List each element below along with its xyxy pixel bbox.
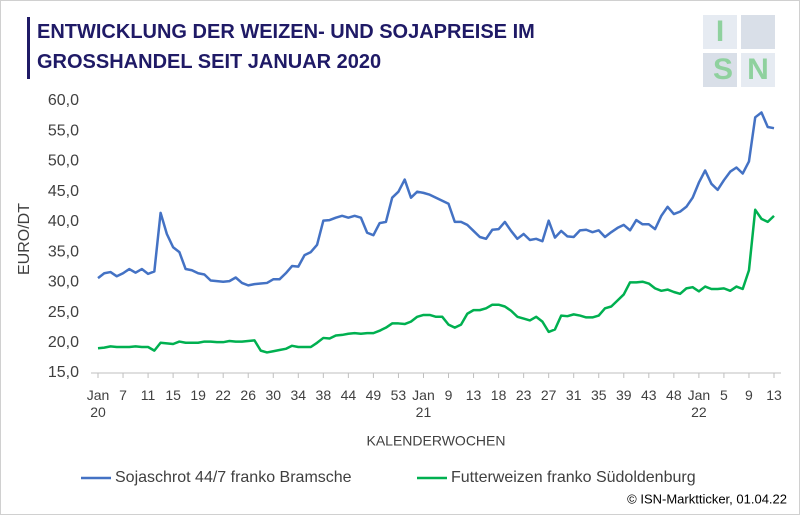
x-tick-label: 22: [215, 387, 231, 403]
x-tick-label: 5: [720, 387, 728, 403]
y-tick-label: 35,0: [48, 243, 79, 260]
x-tick-label: 26: [240, 387, 256, 403]
x-tick-label: 44: [340, 387, 357, 403]
logo-letter: N: [747, 53, 769, 86]
y-tick-label: 60,0: [48, 92, 79, 109]
x-tick-label: Jan 22: [687, 387, 711, 420]
y-tick-label: 15,0: [48, 364, 79, 381]
logo-box: [703, 53, 737, 87]
logo-letter: S: [713, 53, 733, 86]
x-tick-label: 13: [465, 387, 482, 403]
x-tick-label: 11: [140, 387, 156, 403]
y-tick-label: 25,0: [48, 304, 79, 321]
logo-box: [741, 53, 775, 87]
y-axis-label: EURO/DT: [16, 203, 33, 275]
x-tick-label: 49: [365, 387, 382, 403]
chart-title: ENTWICKLUNG DER WEIZEN- UND SOJAPREISE I…: [37, 21, 535, 73]
legend-label: Sojaschrot 44/7 franko Bramsche: [115, 469, 352, 486]
y-tick-label: 50,0: [48, 153, 79, 170]
logo-box: [703, 15, 737, 49]
y-tick-label: 20,0: [48, 334, 79, 351]
legend-label: Futterweizen franko Südoldenburg: [451, 469, 696, 486]
x-tick-label: 38: [315, 387, 332, 403]
x-tick-label: 30: [265, 387, 282, 403]
y-tick-label: 40,0: [48, 213, 79, 230]
series-line: [97, 208, 775, 354]
x-tick-label: 43: [641, 387, 657, 403]
logo-letter: I: [716, 15, 724, 48]
x-tick-label: 31: [565, 387, 582, 403]
x-tick-label: 23: [515, 387, 532, 403]
x-tick-label: 27: [540, 387, 557, 403]
x-tick-label: 34: [290, 387, 307, 403]
x-tick-label: 35: [590, 387, 607, 403]
y-tick-label: 45,0: [48, 183, 79, 200]
x-tick-label: 18: [490, 387, 507, 403]
x-tick-label: 39: [615, 387, 632, 403]
x-tick-label: 9: [745, 387, 753, 403]
x-tick-label: Jan 20: [86, 387, 110, 420]
x-tick-label: 19: [190, 387, 206, 403]
source: © ISN-Marktticker, 01.04.22: [627, 491, 787, 506]
x-tick-label: 15: [165, 387, 181, 403]
x-tick-label: 48: [666, 387, 682, 403]
x-tick-label: 13: [766, 387, 782, 403]
y-tick-label: 55,0: [48, 122, 79, 139]
x-tick-label: 53: [390, 387, 407, 403]
x-tick-label: 9: [444, 387, 453, 403]
logo: I S N: [703, 15, 775, 87]
y-tick-label: 30,0: [48, 274, 79, 291]
title-bar: [27, 17, 30, 79]
x-tick-label: 7: [119, 387, 127, 403]
series-line: [97, 111, 775, 287]
logo-box: [741, 15, 775, 49]
x-axis-label: KALENDERWOCHEN: [367, 433, 506, 449]
x-tick-label: Jan 21: [412, 387, 435, 420]
